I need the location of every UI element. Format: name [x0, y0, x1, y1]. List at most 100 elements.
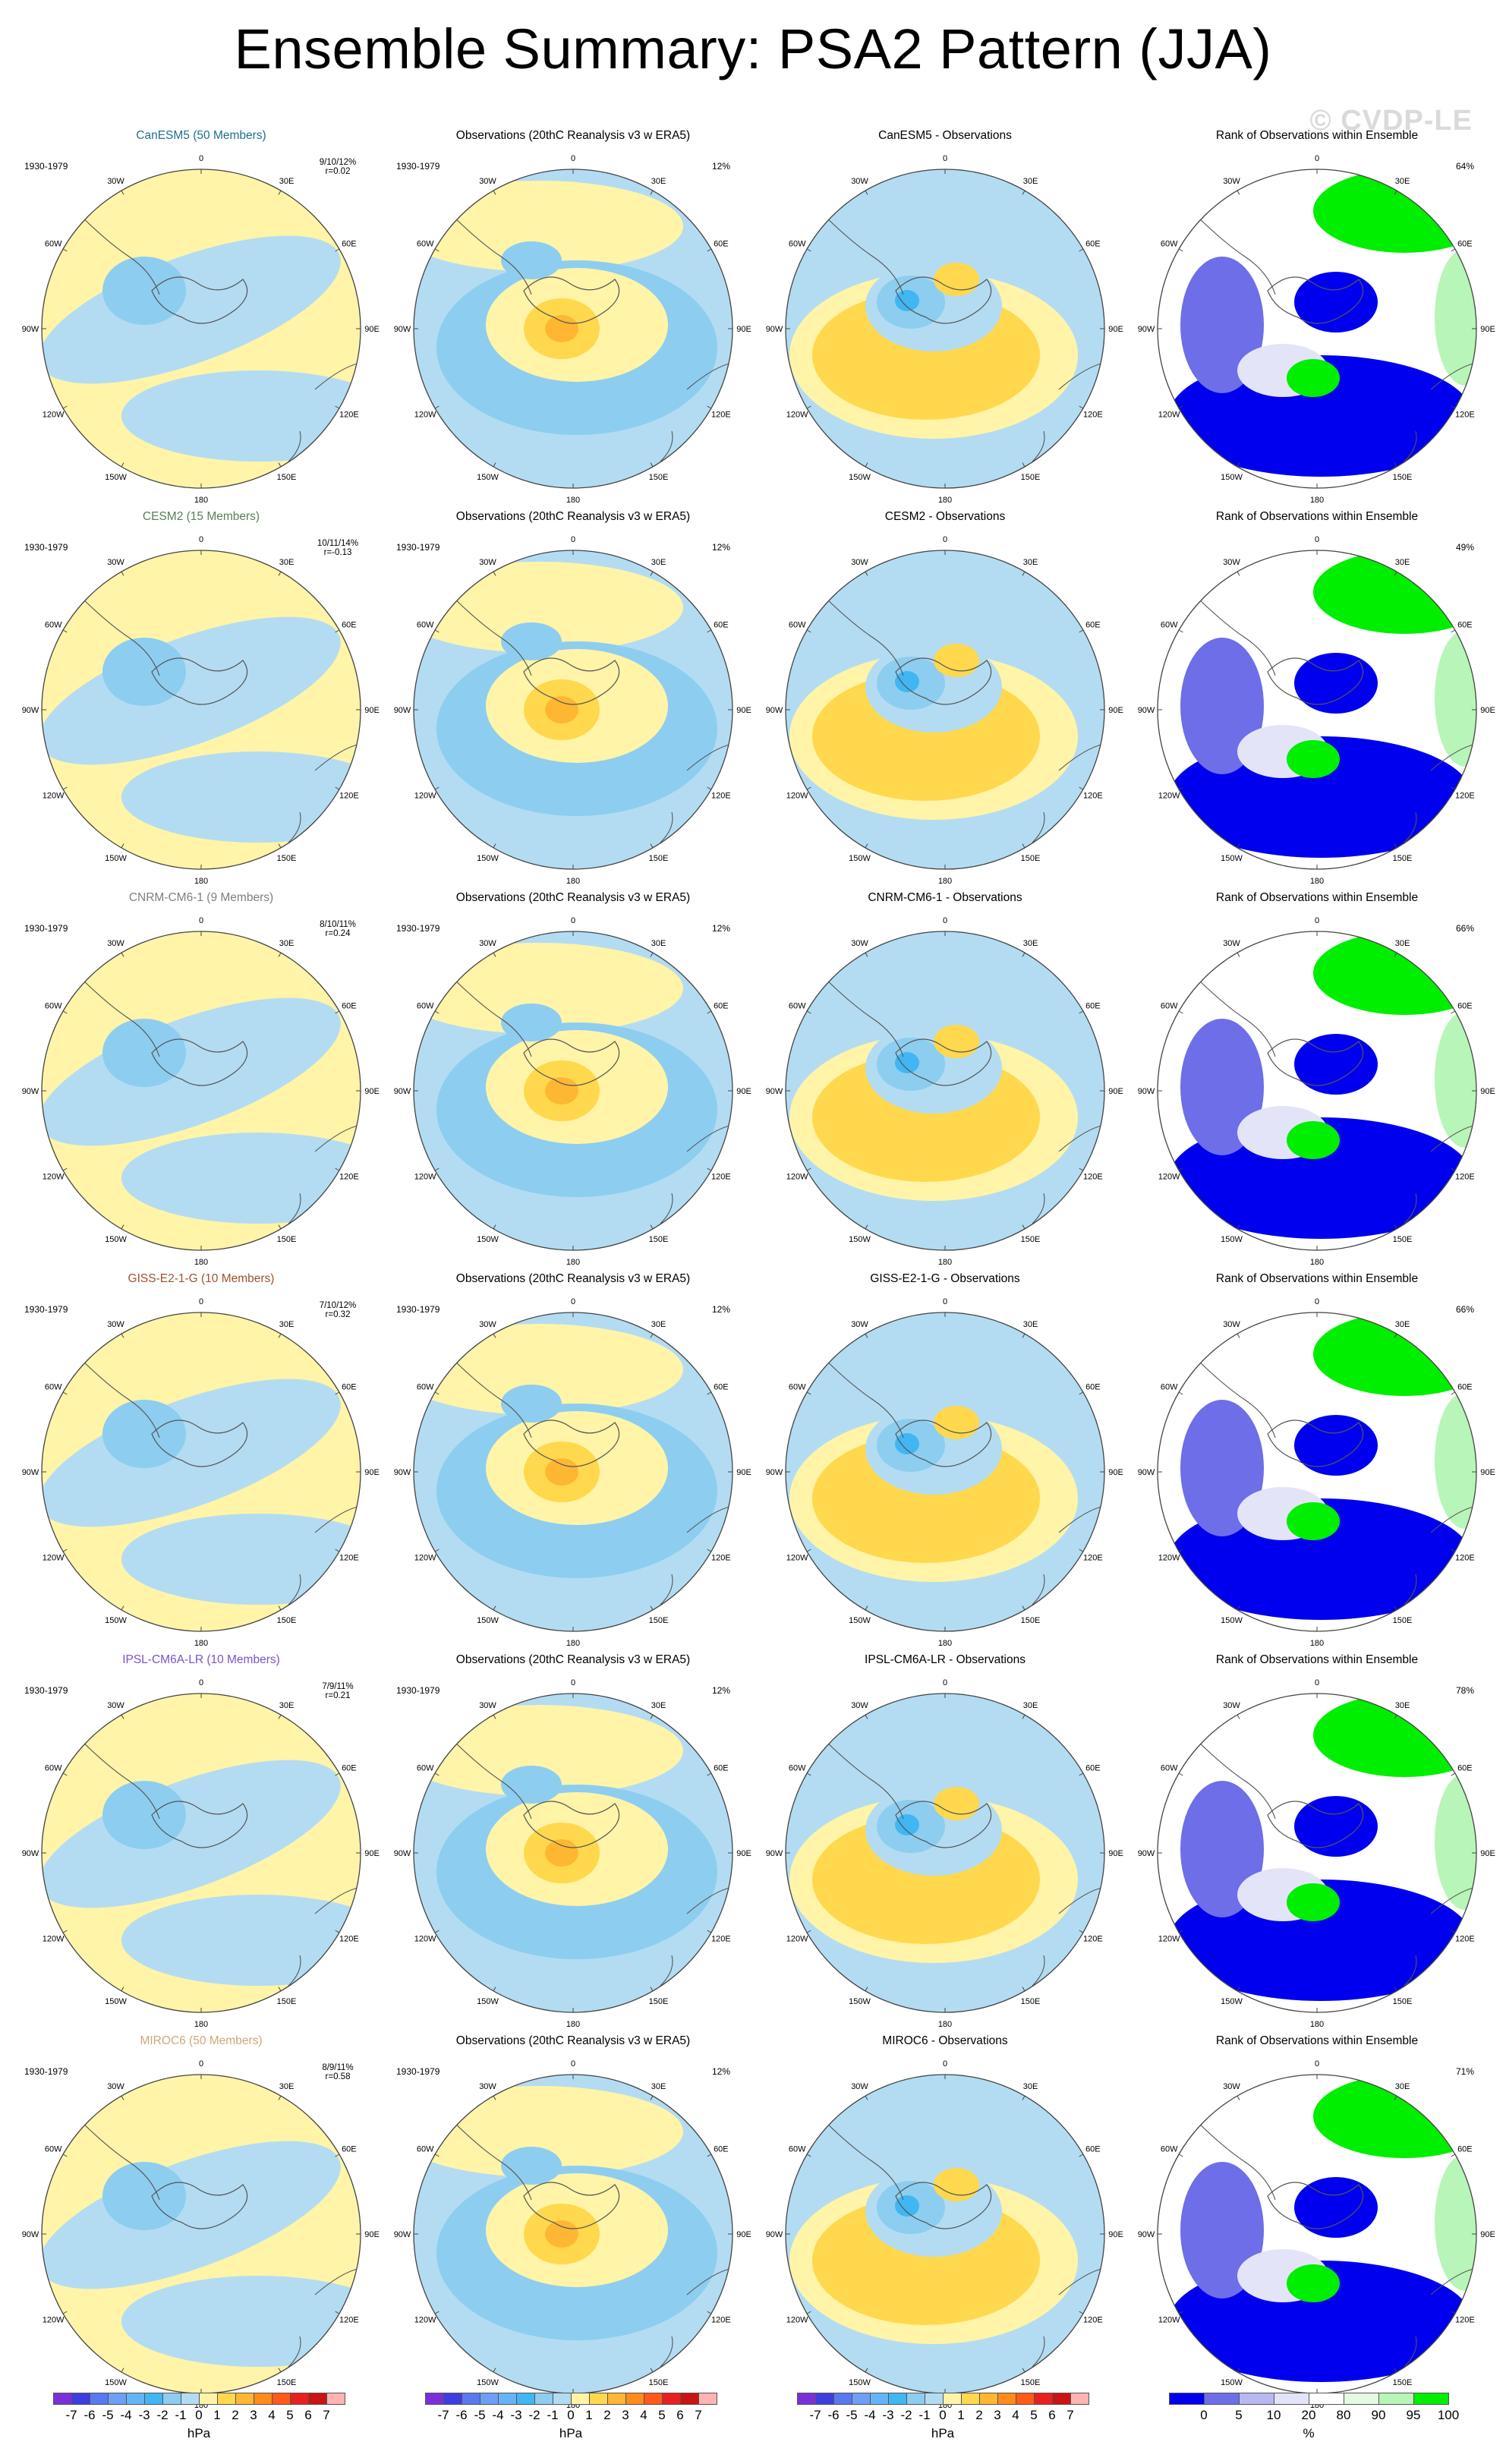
panel-title: CanESM5 - Observations [878, 129, 1012, 142]
lon-label: 30E [1023, 1701, 1038, 1710]
lon-label: 0 [199, 2059, 203, 2069]
lon-tick [1178, 1772, 1183, 1776]
lon-label: 150W [849, 1616, 871, 1625]
positive-patch [934, 1787, 979, 1820]
lon-tick [1178, 786, 1183, 790]
lon-label: 0 [571, 1297, 575, 1306]
lon-label: 30E [279, 558, 295, 567]
panel-r6-c2: Observations (20thC Reanalysis v3 w ERA5… [387, 2033, 759, 2412]
lon-tick [650, 190, 654, 195]
lon-label: 60E [714, 1383, 729, 1392]
period-label: 1930-1979 [24, 923, 68, 934]
panel-r6-c4: Rank of Observations within Ensemble 71% 0… [1131, 2033, 1503, 2412]
new-zealand-coastline [1032, 1574, 1045, 1605]
lon-tick [335, 1930, 340, 1933]
lon-tick [1079, 1772, 1084, 1776]
south-america-coastline [447, 1353, 532, 1438]
lon-label: 30E [651, 177, 666, 186]
colorbar-label: 4 [1012, 2408, 1019, 2422]
lon-tick [1451, 1010, 1456, 1014]
lon-label: 120W [1158, 1173, 1180, 1182]
rank-high-east [1435, 1392, 1476, 1529]
lon-label: 120E [339, 1173, 359, 1182]
colorbar-label: 1 [585, 2408, 593, 2422]
colorbar-cell [833, 2393, 852, 2405]
colorbar-label: 80 [1336, 2408, 1351, 2422]
lon-label: 60W [417, 1002, 434, 1011]
lon-label: 60W [45, 240, 62, 249]
lon-label: 30E [1395, 1701, 1410, 1710]
lon-label: 90W [766, 1849, 783, 1858]
lon-tick [493, 1605, 496, 1611]
colorbar-cell [1204, 2393, 1240, 2405]
lon-tick [434, 786, 440, 790]
lon-label: 30W [107, 2082, 124, 2091]
lon-label: 0 [943, 535, 947, 544]
lon-label: 60W [417, 621, 434, 630]
lon-tick [1237, 1605, 1240, 1611]
new-zealand-coastline [288, 811, 301, 843]
colorbar-label: 6 [304, 2408, 312, 2422]
panel-r1-c2: Observations (20thC Reanalysis v3 w ERA5… [387, 128, 759, 507]
lon-label: 120W [786, 792, 808, 801]
lon-label: 0 [1315, 2059, 1319, 2069]
lon-label: 120E [1083, 792, 1103, 801]
lon-label: 90E [1480, 1468, 1495, 1477]
page-title: Ensemble Summary: PSA2 Pattern (JJA) [234, 17, 1272, 80]
panel-title: Rank of Observations within Ensemble [1215, 1272, 1419, 1285]
lon-tick [1178, 2154, 1183, 2157]
antarctica-coastline [151, 657, 248, 705]
lon-label: 60W [1161, 1002, 1178, 1011]
lon-tick [1178, 405, 1183, 409]
lon-label: 30W [107, 1320, 124, 1329]
lon-label: 90W [22, 1087, 39, 1096]
colorbar-label: -5 [474, 2408, 486, 2422]
lon-label: 90E [364, 1849, 380, 1858]
colorbar-label: -5 [102, 2408, 114, 2422]
lon-label: 90E [1108, 1468, 1123, 1477]
lon-tick [1178, 1167, 1183, 1171]
lon-tick [865, 1605, 868, 1611]
lon-tick [1079, 405, 1084, 409]
lon-tick [1394, 1605, 1397, 1611]
lon-label: 60W [1161, 621, 1178, 630]
positive-patch [934, 263, 979, 296]
lon-tick [434, 2311, 440, 2314]
colorbar-cell [815, 2393, 834, 2405]
lon-tick [278, 462, 282, 468]
rank-low-band [1169, 1117, 1473, 1239]
colorbar-label: -6 [83, 2408, 96, 2422]
colorbar-label: -7 [437, 2408, 449, 2422]
rank-low-band [1169, 1498, 1473, 1620]
lon-label: 120W [1158, 411, 1180, 420]
lon-tick [62, 405, 68, 409]
lon-label: 150W [849, 854, 871, 863]
lon-label: 30E [279, 1320, 295, 1329]
lon-tick [707, 1772, 712, 1776]
lon-label: 30E [1023, 1320, 1038, 1329]
lon-label: 90W [1138, 1087, 1155, 1096]
lon-label: 150E [1021, 1616, 1041, 1625]
new-zealand-coastline [660, 2336, 673, 2368]
colorbar-cell [1274, 2393, 1309, 2405]
new-zealand-coastline [1404, 1574, 1417, 1605]
obs-pct: 12% [712, 923, 731, 934]
lon-label: 90W [22, 2230, 39, 2239]
lon-label: 180 [938, 1639, 952, 1648]
lon-label: 30E [1023, 2082, 1038, 2091]
antarctica-coastline [1267, 657, 1364, 705]
lon-tick [62, 786, 68, 790]
lon-tick [493, 462, 496, 468]
lon-tick [1237, 462, 1240, 468]
colorbar-label: 2 [975, 2408, 983, 2422]
lon-label: 120E [1083, 1173, 1103, 1182]
antarctica-coastline [151, 1801, 248, 1848]
lon-label: 120W [414, 411, 436, 420]
lon-label: 30W [479, 1320, 496, 1329]
lon-tick [335, 2154, 340, 2157]
south-america-coastline [819, 1735, 904, 1820]
stat-line-2: r=-0.13 [323, 548, 352, 557]
lon-tick [1451, 1391, 1456, 1395]
